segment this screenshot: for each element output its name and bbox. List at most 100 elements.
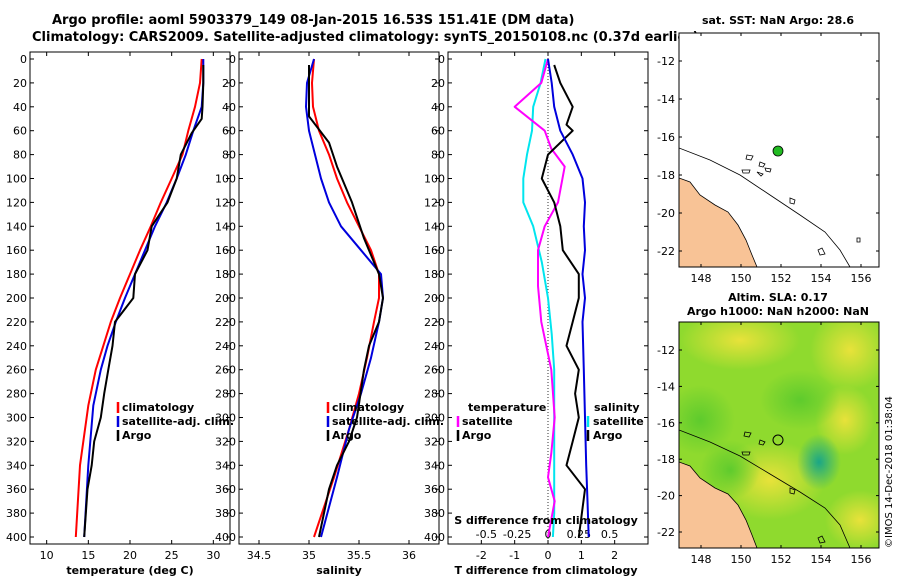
depth-tick-label: 40 [222, 101, 236, 114]
argo-position-marker [772, 434, 784, 446]
temperature-chart: 10 15 20 25 30 [40, 52, 220, 562]
map-x-tick-label: 156 [851, 553, 872, 566]
depth-tick-label: 120 [6, 196, 27, 209]
depth-tick-label: 340 [215, 459, 236, 472]
temperature-legend: climatology satellite-adj. clim. Argo [116, 401, 234, 442]
x-tick-label: -1 [509, 549, 520, 562]
salinity-chart: 34.5 35 35.5 36 [247, 52, 416, 562]
depth-tick-label: 320 [6, 435, 27, 448]
sla-map [679, 322, 879, 548]
x-tick-label: 35 [302, 549, 316, 562]
depth-tick-label: 280 [6, 388, 27, 401]
reef-line [679, 147, 851, 267]
s-tick-label: 0.5 [601, 528, 619, 541]
depth-tick-label: 220 [424, 316, 445, 329]
depth-tick-label: 220 [6, 316, 27, 329]
depth-tick-label: 400 [6, 531, 27, 544]
depth-tick-label: 120 [215, 196, 236, 209]
map-y-tick-label: -12 [657, 344, 675, 357]
series-satellite-adj-clim- [305, 58, 384, 538]
x-tick-label: 36 [402, 549, 416, 562]
depth-tick-label: 80 [431, 149, 445, 162]
sst-map [679, 33, 879, 267]
depth-tick-label: 240 [215, 340, 236, 353]
map-y-tick-label: -20 [657, 490, 675, 503]
depth-tick-label: 340 [424, 459, 445, 472]
x-tick-label: 20 [123, 549, 137, 562]
depth-tick-label: 340 [6, 459, 27, 472]
s-tick-label: -0.25 [503, 528, 531, 541]
depth-tick-label: 20 [431, 77, 445, 90]
figure-title-line2: Climatology: CARS2009. Satellite-adjuste… [32, 30, 699, 45]
map-x-tick-label: 148 [691, 553, 712, 566]
x-tick-label: 10 [40, 549, 54, 562]
map-y-tick-label: -22 [657, 245, 675, 258]
depth-tick-label: 220 [215, 316, 236, 329]
depth-tick-label: 160 [6, 244, 27, 257]
map-y-tick-label: -20 [657, 207, 675, 220]
map-x-tick-label: 150 [731, 272, 752, 285]
legend-salinity: salinity [594, 401, 640, 414]
legend-t-argo: Argo [462, 429, 492, 442]
depth-tick-label: 180 [424, 268, 445, 281]
depth-tick-label: 80 [13, 149, 27, 162]
legend-argo: Argo [122, 429, 152, 442]
figure-title-line1: Argo profile: aoml 5903379_149 08-Jan-20… [52, 13, 574, 28]
x-tick-label: 35.5 [347, 549, 372, 562]
salinity-legend: climatology satellite-adj. clim. Argo [326, 401, 444, 442]
depth-tick-label: 260 [215, 364, 236, 377]
map-y-tick-label: -14 [657, 380, 675, 393]
depth-tick-label: 300 [6, 412, 27, 425]
depth-axis: 0 0 0 20 20 20 40 40 40 60 60 60 80 80 80 100 100 100 120 1… [6, 53, 648, 544]
x-tick-label: 30 [206, 549, 220, 562]
reef-islands [741, 154, 861, 256]
difference-chart: -2 -1 0 1 2-0.5 -0.25 0 0.25 0.5 [476, 52, 619, 562]
depth-tick-label: 320 [424, 435, 445, 448]
depth-tick-label: 280 [424, 388, 445, 401]
map-x-tick-label: 150 [731, 553, 752, 566]
x-tick-label: -2 [476, 549, 487, 562]
series-satellite-adj-clim- [83, 59, 205, 538]
map-x-tick-label: 152 [771, 272, 792, 285]
sst-map-frame [678, 32, 880, 268]
depth-tick-label: 260 [424, 364, 445, 377]
depth-tick-label: 320 [215, 435, 236, 448]
map-x-tick-label: 152 [771, 553, 792, 566]
map-y-tick-label: -22 [657, 526, 675, 539]
map-x-tick-label: 156 [851, 272, 872, 285]
depth-tick-label: 20 [222, 77, 236, 90]
series-argo [308, 65, 384, 538]
depth-tick-label: 60 [431, 125, 445, 138]
sla-map-title2: Argo h1000: NaN h2000: NaN [687, 305, 869, 318]
legend-s-satellite: satellite [593, 415, 644, 428]
depth-tick-label: 140 [6, 220, 27, 233]
depth-tick-label: 200 [424, 292, 445, 305]
temperature-xlabel: temperature (deg C) [66, 564, 193, 577]
reef-islands [741, 431, 826, 544]
argo-position-marker [772, 145, 784, 157]
sla-map-ticks: 148 150 152 154 156 -12 -14 -16 -18 -20 -22 [657, 322, 879, 566]
coastline-land [679, 461, 758, 548]
map-y-tick-label: -16 [657, 131, 675, 144]
depth-tick-label: 100 [424, 173, 445, 186]
depth-tick-label: 40 [431, 101, 445, 114]
depth-tick-label: 80 [222, 149, 236, 162]
depth-tick-label: 280 [215, 388, 236, 401]
depth-tick-label: 60 [222, 125, 236, 138]
map-x-tick-label: 154 [811, 272, 832, 285]
x-tick-label: 34.5 [247, 549, 272, 562]
depth-tick-label: 120 [424, 196, 445, 209]
depth-tick-label: 200 [6, 292, 27, 305]
series-s-argo [540, 64, 586, 538]
depth-tick-label: 300 [424, 412, 445, 425]
depth-tick-label: 300 [215, 412, 236, 425]
series-climatology [311, 58, 380, 538]
legend-climatology: climatology [332, 401, 404, 414]
sst-map-ticks: 148 150 152 154 156 -12 -14 -16 -18 -20 -22 [657, 33, 879, 285]
reef-line [679, 429, 851, 548]
sla-map-title1: Altim. SLA: 0.17 [728, 291, 828, 304]
difference-legend-right: salinity satellite Argo [586, 401, 644, 442]
watermark: ©IMOS 14-Dec-2018 01:38:04 [884, 396, 895, 548]
series-s-satellite-right- [547, 58, 590, 538]
temperature-panel [29, 51, 231, 545]
